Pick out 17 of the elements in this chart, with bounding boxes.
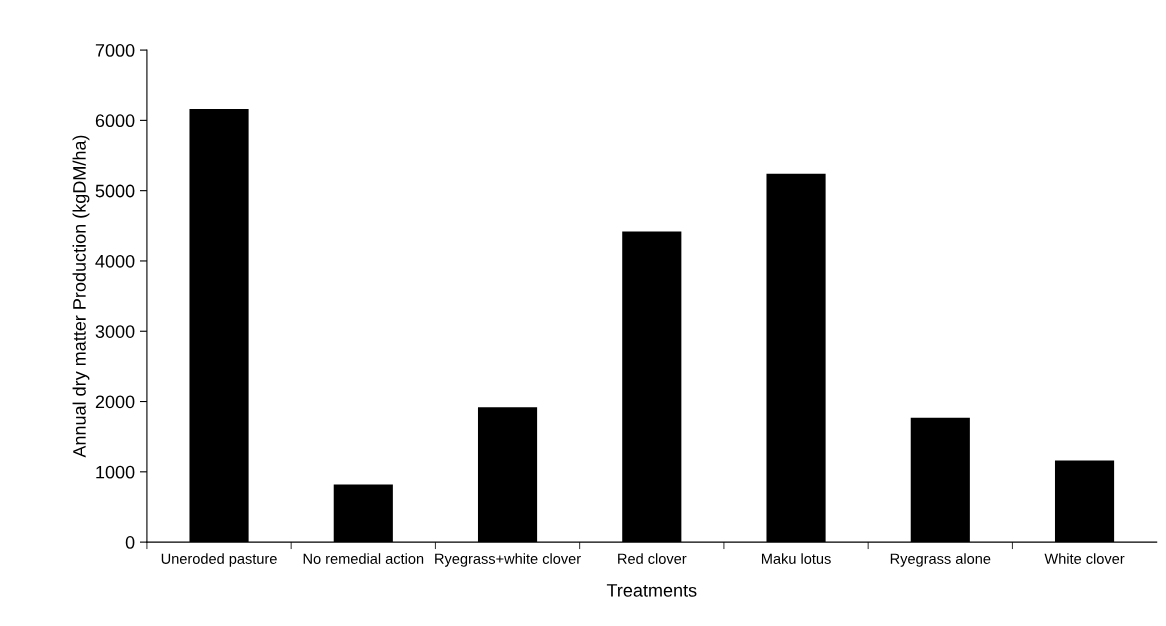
x-axis-title: Treatments <box>606 584 697 597</box>
y-tick-label: 5000 <box>95 184 135 198</box>
y-tick-label: 2000 <box>95 395 135 409</box>
y-tick-label: 1000 <box>96 465 135 479</box>
x-tick-label: Uneroded pasture <box>161 553 277 567</box>
y-tick-label: 7000 <box>95 44 135 57</box>
x-tick-label: White clover <box>1044 553 1125 564</box>
x-tick-label: No remedial action <box>303 553 424 564</box>
y-axis-title: Annual dry matter Production (kgDM/ha) <box>72 135 90 458</box>
y-tick-label: 3000 <box>95 325 135 338</box>
x-tick-label: Ryegrass+white clover <box>435 553 581 567</box>
y-tick-label: 4000 <box>95 254 135 268</box>
y-tick-label: 0 <box>125 536 135 549</box>
y-tick-label: 6000 <box>95 114 135 128</box>
x-tick-label: Red clover <box>618 553 687 564</box>
x-tick-label: Maku lotus <box>761 553 831 564</box>
x-tick-label: Ryegrass alone <box>890 553 991 567</box>
